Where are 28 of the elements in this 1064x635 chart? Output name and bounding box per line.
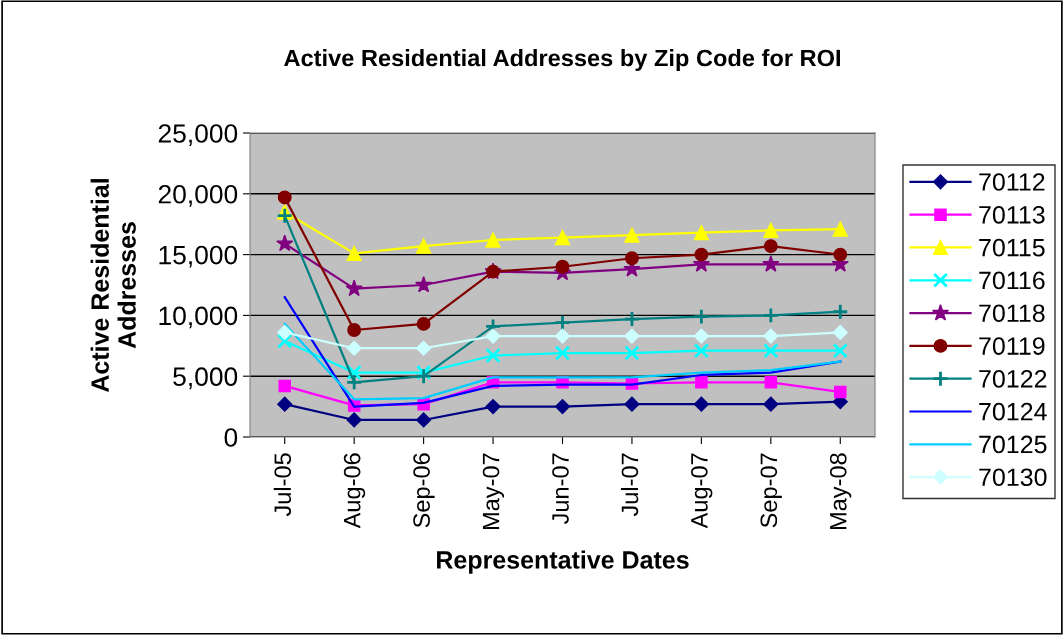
x-tick-label: May-07 <box>482 453 505 530</box>
legend-label: 70130 <box>979 468 1047 487</box>
x-tick-label: Jul-05 <box>273 453 292 517</box>
y-tick-label: 25,000 <box>158 124 238 146</box>
x-tick-label: Jun-07 <box>552 453 569 525</box>
legend-label: 70116 <box>979 271 1045 290</box>
y-tick-label: 20,000 <box>158 184 238 207</box>
y-tick-label: 0 <box>224 428 238 447</box>
x-tick-label: May-08 <box>829 453 852 530</box>
legend-label: 70119 <box>979 337 1045 355</box>
x-tick-label: Sep-06 <box>413 453 435 528</box>
legend-label: 70118 <box>979 304 1045 323</box>
legend-label: 70113 <box>979 205 1045 224</box>
y-tick-label: 10,000 <box>159 306 238 329</box>
x-axis-title: Representative Dates <box>437 550 689 574</box>
legend-label: 70112 <box>979 173 1045 191</box>
x-tick-label: Aug-06 <box>343 453 366 529</box>
x-tick-label: Jul-07 <box>620 453 639 517</box>
legend-label: 70115 <box>979 238 1045 257</box>
legend-label: 70122 <box>979 369 1047 388</box>
y-tick-label: 5,000 <box>173 367 238 390</box>
y-axis-title: Active Residential Addresses <box>90 179 136 393</box>
x-tick-label: Aug-07 <box>691 453 713 529</box>
x-tick-label: Sep-07 <box>760 453 782 528</box>
y-tick-label: 15,000 <box>159 245 238 268</box>
legend-label: 70125 <box>979 435 1047 454</box>
chart-title: Active Residential Addresses by Zip Code for ROI <box>284 49 840 72</box>
legend-label: 70124 <box>979 402 1047 421</box>
